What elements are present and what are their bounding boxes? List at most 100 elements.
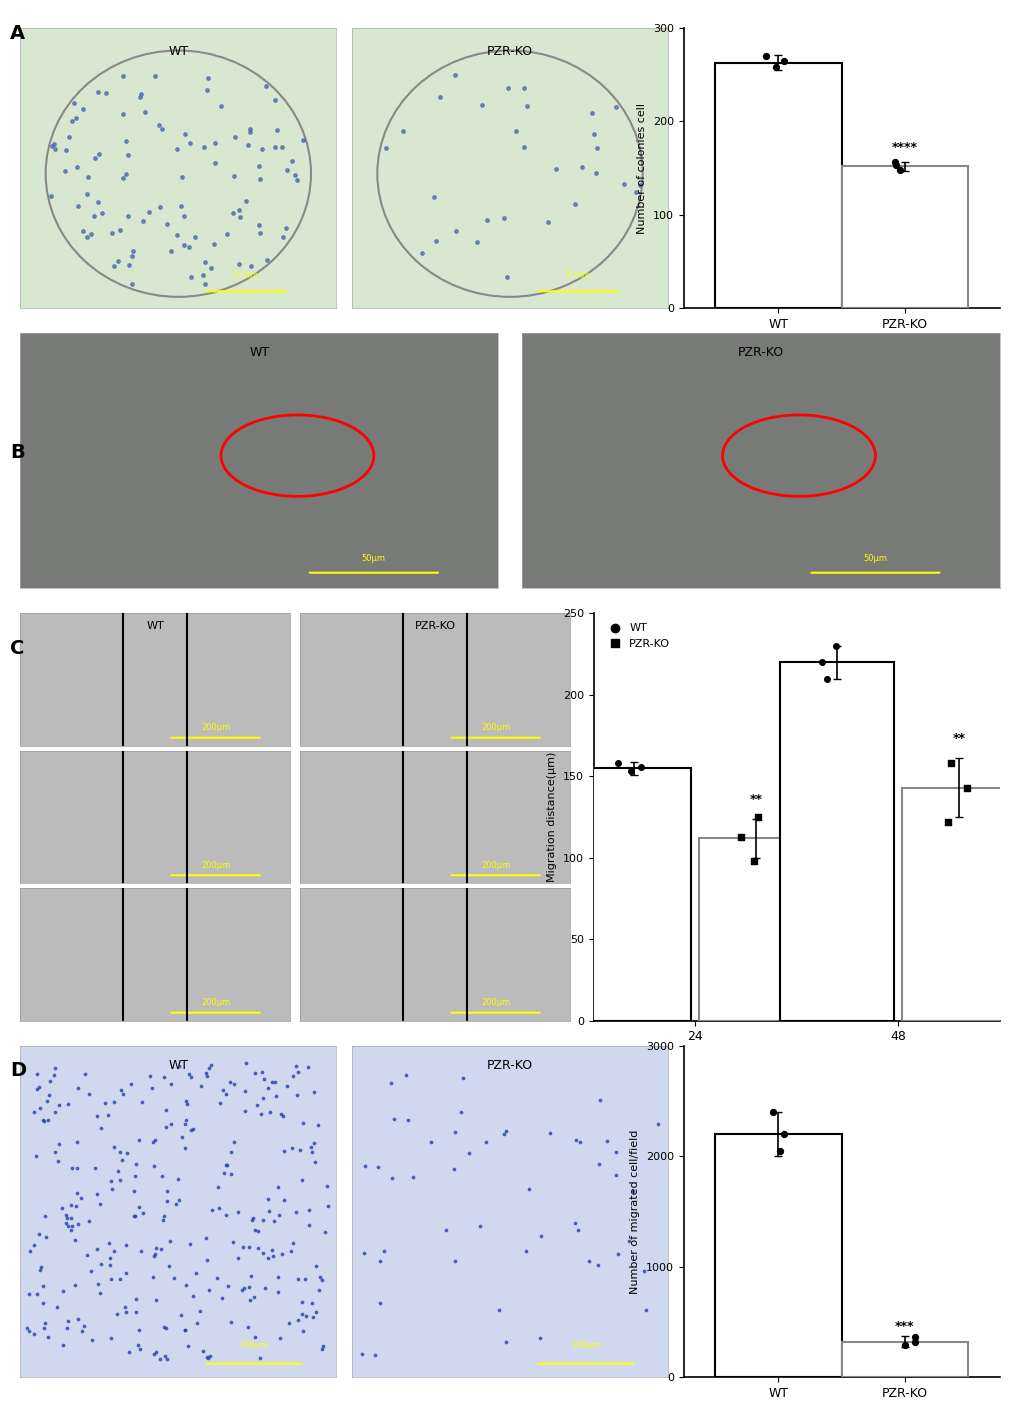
Point <box>179 1093 196 1116</box>
Point <box>423 1131 439 1154</box>
Point <box>37 1312 53 1335</box>
Point <box>431 86 447 108</box>
Point <box>42 1069 58 1092</box>
Point <box>153 1165 169 1187</box>
Point <box>125 1204 142 1227</box>
Point <box>64 1215 81 1238</box>
Point <box>540 211 556 233</box>
Point <box>243 254 259 277</box>
Point <box>132 86 149 108</box>
Point <box>262 1100 278 1123</box>
Point <box>499 77 516 100</box>
Point <box>218 1154 234 1176</box>
Point <box>231 207 248 229</box>
Point <box>211 1092 227 1114</box>
Point <box>114 103 130 125</box>
Point <box>106 1239 122 1262</box>
Point <box>580 1249 596 1272</box>
Point <box>51 1094 67 1117</box>
Text: 50μm: 50μm <box>862 554 887 562</box>
Point <box>192 1300 208 1322</box>
Point <box>266 1210 282 1232</box>
Point <box>69 1308 86 1331</box>
Point <box>57 160 73 183</box>
Point <box>887 155 903 177</box>
Point <box>152 1347 168 1370</box>
Point <box>301 1198 317 1221</box>
Point <box>507 119 524 142</box>
Point <box>356 1242 372 1264</box>
Point <box>240 1236 257 1259</box>
Point <box>438 1218 454 1241</box>
Point <box>312 1266 328 1288</box>
Point <box>128 1287 145 1309</box>
Point <box>547 157 564 180</box>
Point <box>607 96 624 118</box>
Point <box>199 79 215 101</box>
Point <box>229 1246 246 1269</box>
Point <box>588 138 604 160</box>
Point <box>147 1128 163 1151</box>
Point <box>217 1204 233 1227</box>
Point <box>306 1080 322 1103</box>
Point <box>261 1200 277 1222</box>
Point <box>154 118 170 140</box>
Point <box>148 1236 164 1259</box>
Point <box>118 129 135 152</box>
Point <box>267 89 283 111</box>
Point <box>225 201 242 223</box>
Point <box>270 1204 286 1227</box>
Point <box>66 91 83 114</box>
Point <box>145 1343 161 1366</box>
Point <box>588 162 604 184</box>
Point <box>591 1089 607 1111</box>
Point <box>186 226 203 249</box>
Point <box>249 1093 265 1116</box>
Point <box>745 850 761 873</box>
Point <box>239 1315 256 1338</box>
Point <box>43 184 59 207</box>
Point <box>46 132 62 155</box>
Point <box>425 185 441 208</box>
Point <box>195 1340 211 1363</box>
Bar <box>841 166 967 308</box>
Point <box>180 1064 197 1086</box>
Point <box>385 1107 401 1130</box>
Point <box>126 1205 143 1228</box>
Point <box>147 1243 163 1266</box>
Text: ****: **** <box>891 140 917 155</box>
Text: D: D <box>10 1061 26 1080</box>
Point <box>230 200 247 222</box>
Bar <box>780 662 894 1020</box>
Point <box>632 174 648 197</box>
Point <box>397 1064 414 1086</box>
Point <box>478 209 494 232</box>
Y-axis label: Number of migrated cell/field: Number of migrated cell/field <box>630 1130 640 1294</box>
Point <box>141 201 157 223</box>
Point <box>170 1168 186 1190</box>
Point <box>46 1064 62 1086</box>
Point <box>254 1086 270 1109</box>
Point <box>253 1103 269 1125</box>
Point <box>375 1241 391 1263</box>
Point <box>109 250 125 273</box>
Text: WT: WT <box>146 621 164 631</box>
Point <box>78 1243 95 1266</box>
Point <box>263 1238 279 1260</box>
Point <box>497 1331 514 1353</box>
Point <box>532 1326 548 1349</box>
Point <box>294 128 311 150</box>
Point <box>886 152 902 174</box>
Point <box>206 152 222 174</box>
Point <box>310 1114 326 1137</box>
Point <box>520 1177 536 1200</box>
Point <box>106 254 122 277</box>
Text: 200μm: 200μm <box>481 724 510 732</box>
Point <box>354 1343 370 1366</box>
Point <box>254 138 270 160</box>
Point <box>21 1239 38 1262</box>
Point <box>532 1225 548 1248</box>
Point <box>606 1163 623 1186</box>
Point <box>244 1208 260 1231</box>
Point <box>233 1279 250 1301</box>
